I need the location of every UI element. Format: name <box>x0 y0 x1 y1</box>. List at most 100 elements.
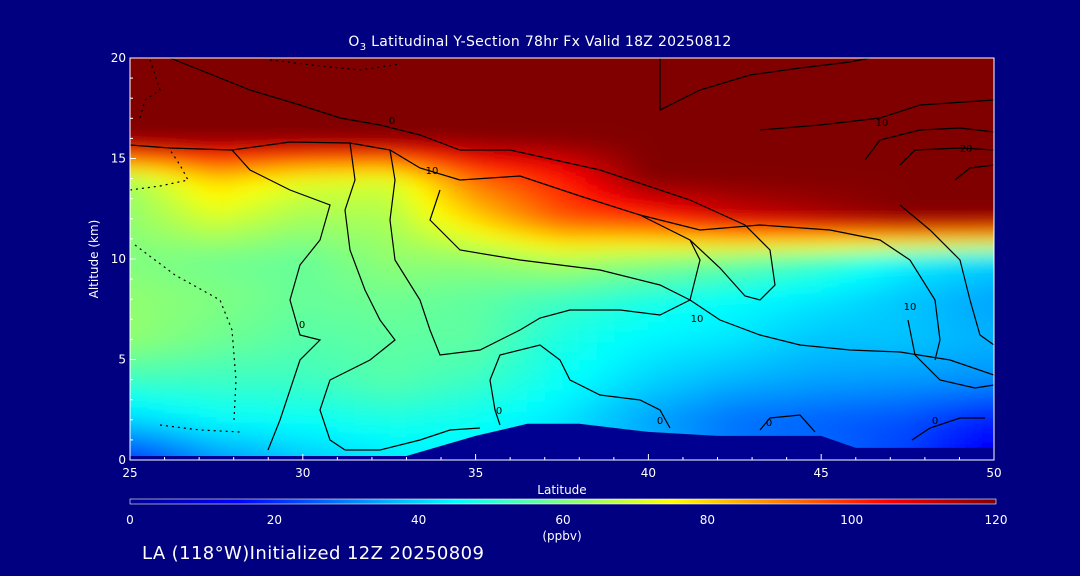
field-cell <box>683 309 701 320</box>
field-cell <box>475 178 494 190</box>
contour-line <box>389 149 701 356</box>
field-cell <box>579 389 598 401</box>
field-cell <box>613 98 632 109</box>
field-cell <box>130 58 148 59</box>
field-cell <box>873 78 891 89</box>
field-cell <box>475 188 494 200</box>
field-cell <box>389 168 408 180</box>
field-cell <box>683 158 701 170</box>
field-cell <box>199 148 217 160</box>
field-cell <box>562 299 580 310</box>
field-cell <box>942 419 961 431</box>
field-cell <box>1011 108 1029 119</box>
field-cell <box>423 138 442 150</box>
field-cell <box>475 208 494 220</box>
field-cell <box>683 349 701 361</box>
field-cell <box>959 108 978 119</box>
field-cell <box>631 238 649 250</box>
field-cell <box>233 98 252 109</box>
field-cell <box>907 399 926 411</box>
field-cell <box>164 449 183 460</box>
field-cell <box>320 158 338 170</box>
field-cell <box>907 309 926 320</box>
field-cell <box>199 108 217 119</box>
field-cell <box>890 299 909 310</box>
field-cell <box>683 299 701 310</box>
field-cell <box>268 188 287 200</box>
field-cell <box>199 259 217 270</box>
field-cell <box>821 339 840 351</box>
field-cell <box>976 269 994 280</box>
field-cell <box>959 38 977 49</box>
field-cell <box>406 319 425 330</box>
field-cell <box>976 409 994 421</box>
field-cell <box>181 238 200 250</box>
field-cell <box>734 269 753 280</box>
field-cell <box>545 470 563 481</box>
field-cell <box>389 289 408 300</box>
field-cell <box>268 88 287 99</box>
field-cell <box>821 259 840 270</box>
field-cell <box>631 58 649 59</box>
field-cell <box>165 38 183 49</box>
field-cell <box>976 208 994 220</box>
field-cell <box>285 389 304 401</box>
field-cell <box>562 68 580 79</box>
contour-label: 0 <box>496 406 502 417</box>
field-cell <box>216 470 234 481</box>
field-cell <box>406 118 425 129</box>
field-cell <box>251 138 269 150</box>
field-cell <box>475 198 494 210</box>
field-cell <box>371 178 390 190</box>
field-cell <box>251 299 269 310</box>
field-cell <box>959 178 978 190</box>
field-cell <box>337 429 356 441</box>
field-cell <box>181 128 200 139</box>
field-cell <box>199 128 217 139</box>
field-cell <box>579 38 597 49</box>
field-cell <box>354 68 373 79</box>
field-cell <box>803 289 822 300</box>
field-cell <box>164 98 183 109</box>
field-cell <box>389 399 408 411</box>
field-cell <box>769 208 788 220</box>
field-cell <box>890 198 909 210</box>
field-cell <box>648 379 667 391</box>
field-cell <box>130 269 148 280</box>
field-cell <box>665 208 684 220</box>
colorbar-tick-label: 60 <box>555 513 570 527</box>
field-cell <box>838 58 857 59</box>
field-cell <box>786 78 805 89</box>
field-cell <box>320 269 338 280</box>
field-cell <box>942 58 961 59</box>
field-cell <box>683 419 701 431</box>
field-cell <box>890 409 909 421</box>
contour-line <box>269 59 401 71</box>
field-cell <box>181 218 200 230</box>
field-cell <box>890 259 909 270</box>
field-cell <box>354 389 373 401</box>
field-cell <box>924 429 943 441</box>
field-cell <box>527 108 546 119</box>
field-cell <box>717 68 736 79</box>
field-cell <box>613 78 632 89</box>
field-cell <box>648 208 667 220</box>
field-cell <box>475 279 494 290</box>
field-cell <box>285 68 304 79</box>
field-cell <box>855 68 874 79</box>
field-cell <box>1011 219 1029 230</box>
field-cell <box>769 379 788 391</box>
field-cell <box>320 238 338 250</box>
field-cell <box>527 309 546 320</box>
field-cell <box>803 128 822 139</box>
field-cell <box>804 38 822 49</box>
field-cell <box>890 349 909 361</box>
field-cell <box>492 118 511 129</box>
field-cell <box>717 88 736 99</box>
field-cell <box>130 118 148 129</box>
field-cell <box>458 218 477 230</box>
field-cell <box>527 68 546 79</box>
field-cell <box>423 98 442 109</box>
y-tick-label: 20 <box>111 51 126 65</box>
field-cell <box>700 88 719 99</box>
